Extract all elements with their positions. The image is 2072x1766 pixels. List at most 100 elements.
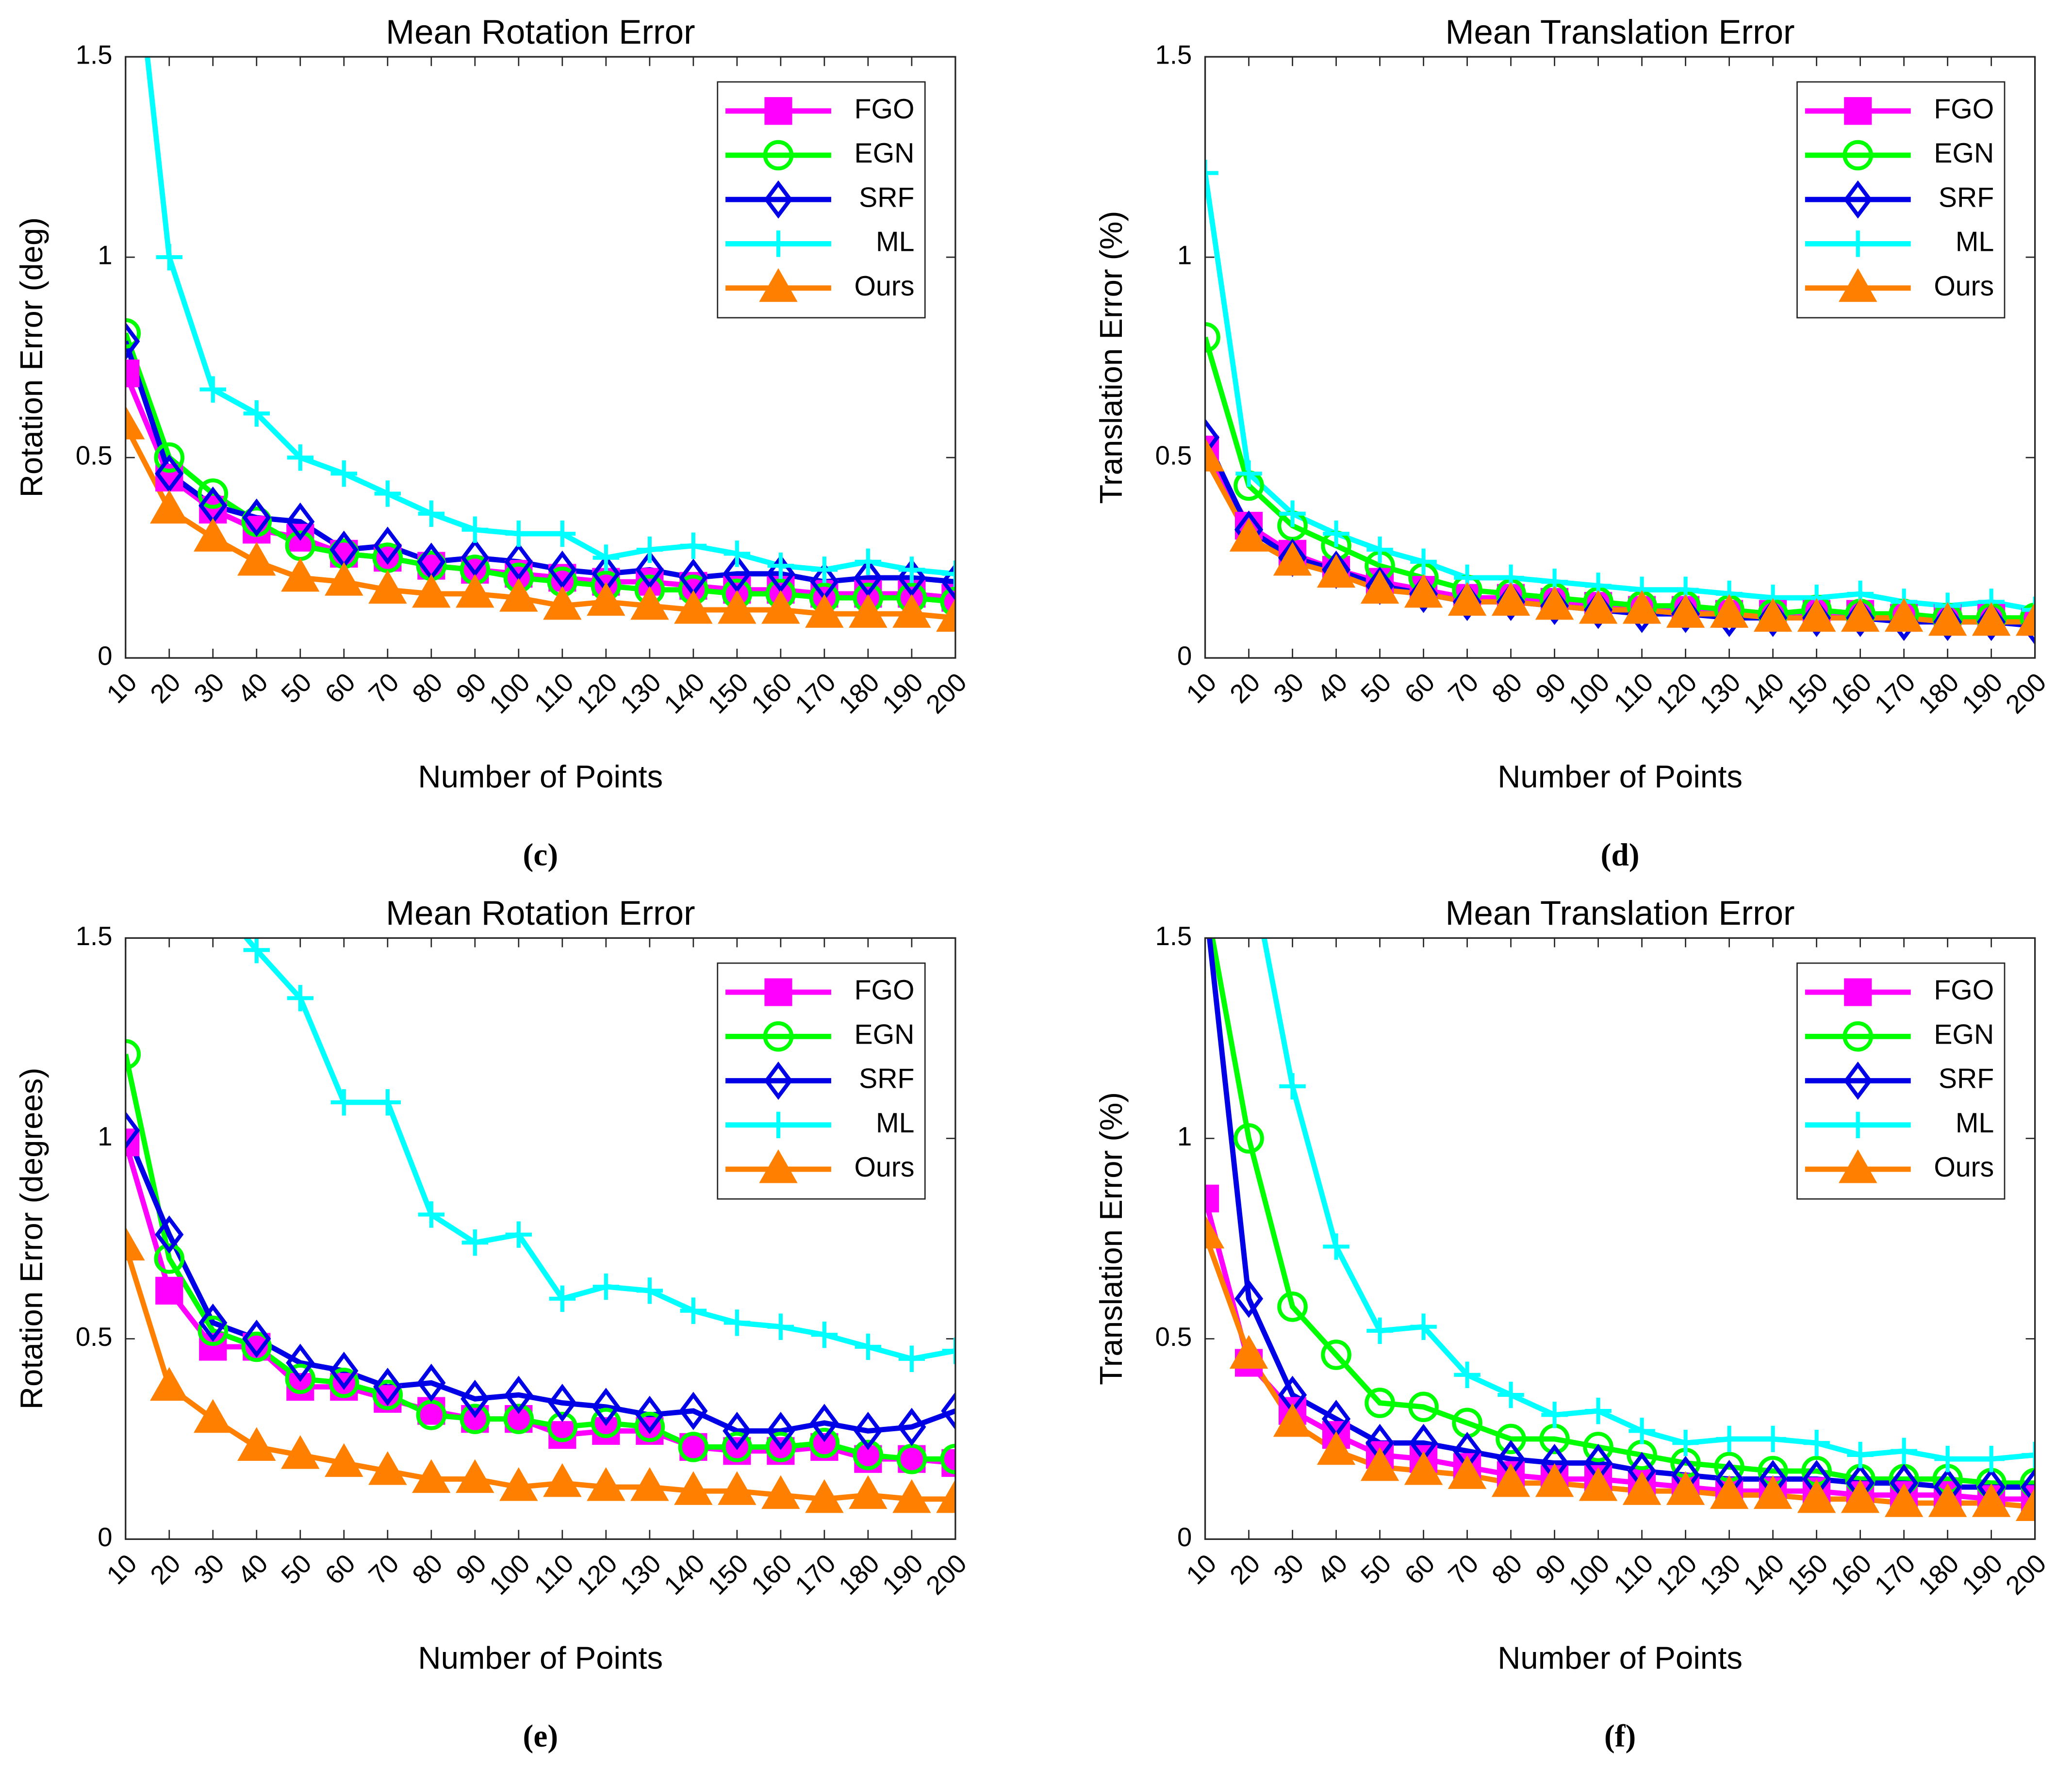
x-tick-label: 200	[921, 1549, 972, 1601]
marker	[372, 1379, 403, 1410]
marker	[125, 322, 140, 361]
x-tick-label: 10	[1181, 1549, 1222, 1590]
marker	[718, 590, 756, 624]
x-tick-label: 10	[101, 1549, 143, 1590]
marker	[587, 582, 625, 616]
marker	[1410, 1313, 1437, 1340]
plot	[1205, 938, 2035, 1521]
legend-label: FGO	[1934, 94, 1994, 125]
x-tick-label: 180	[833, 1549, 885, 1601]
x-tick-label: 180	[1912, 667, 1964, 719]
marker	[849, 1475, 888, 1509]
x-tick-label: 50	[276, 1549, 317, 1590]
marker	[374, 480, 401, 507]
marker	[1579, 1467, 1618, 1501]
marker	[723, 555, 752, 593]
x-tick-label: 60	[1399, 667, 1441, 709]
x-tick-label: 10	[1181, 667, 1222, 709]
marker	[759, 268, 798, 302]
legend: FGO EGN SRF ML Ours	[717, 962, 926, 1200]
marker	[767, 552, 794, 579]
marker	[849, 594, 888, 628]
marker	[942, 1337, 955, 1364]
marker	[1323, 1233, 1349, 1260]
marker	[1884, 1483, 1924, 1517]
marker	[764, 978, 792, 1006]
marker	[1541, 1402, 1568, 1428]
axes-box	[125, 937, 956, 1540]
marker	[764, 1062, 793, 1100]
marker	[941, 562, 955, 601]
marker	[2015, 1487, 2035, 1521]
x-tick-label: 110	[528, 667, 579, 718]
marker	[125, 1111, 140, 1150]
marker	[1365, 1388, 1395, 1418]
legend-label: SRF	[859, 1063, 914, 1095]
marker	[156, 244, 183, 271]
x-tick-label: 20	[145, 1549, 186, 1590]
marker	[287, 985, 314, 1012]
marker	[1229, 1335, 1268, 1369]
marker	[281, 558, 320, 592]
marker	[460, 539, 490, 577]
x-tick-label: 150	[1781, 1549, 1833, 1601]
marker	[1666, 594, 1705, 628]
marker	[1205, 1184, 1219, 1212]
y-tick-label: 1	[98, 240, 112, 270]
legend-label: ML	[1956, 1108, 1994, 1139]
legend-label: EGN	[855, 138, 915, 169]
marker	[1497, 1381, 1524, 1408]
x-tick-label: 60	[319, 1549, 361, 1590]
marker	[2020, 603, 2035, 633]
x-tick-label: 30	[1268, 667, 1310, 709]
marker	[679, 1391, 708, 1430]
marker	[767, 1313, 794, 1340]
marker	[1366, 536, 1393, 563]
y-axis-label: Translation Error (%)	[1093, 211, 1129, 504]
x-tick-label: 70	[363, 1549, 405, 1590]
marker	[811, 556, 838, 583]
marker	[1535, 586, 1574, 620]
marker	[897, 1407, 926, 1446]
x-tick-label: 180	[833, 667, 885, 719]
legend-label: ML	[876, 1108, 914, 1139]
x-tick-label: 120	[1650, 667, 1702, 719]
marker	[1316, 554, 1356, 588]
x-tick-label: 40	[232, 667, 274, 709]
x-tick-label: 110	[528, 1549, 579, 1600]
marker	[505, 1221, 532, 1248]
marker	[368, 1451, 407, 1485]
marker	[674, 590, 713, 624]
y-tick-label: 0	[98, 641, 112, 671]
x-tick-label: 50	[1355, 1549, 1397, 1590]
marker	[810, 1404, 839, 1442]
marker	[1583, 1432, 1613, 1462]
marker	[503, 1404, 534, 1434]
marker	[1716, 1425, 1743, 1453]
marker	[1205, 160, 1218, 186]
plot	[1205, 160, 2035, 645]
x-tick-label: 80	[1486, 1549, 1528, 1590]
marker	[1491, 1463, 1530, 1497]
axes-box	[125, 56, 956, 659]
marker	[505, 520, 532, 547]
marker	[1279, 1073, 1306, 1100]
marker	[1839, 1149, 1877, 1183]
marker	[194, 518, 232, 552]
x-tick-label: 30	[1268, 1549, 1310, 1590]
marker	[630, 1467, 669, 1501]
marker	[897, 558, 926, 597]
marker	[456, 574, 494, 608]
axes-box	[1204, 56, 2036, 659]
x-tick-label: 80	[407, 667, 448, 709]
marker	[242, 498, 271, 537]
marker	[636, 536, 663, 563]
marker	[543, 1463, 582, 1497]
x-tick-label: 60	[1399, 1549, 1441, 1590]
marker	[329, 1352, 359, 1390]
marker	[2020, 1468, 2035, 1499]
x-tick-label: 120	[571, 1549, 623, 1601]
marker	[898, 1345, 925, 1372]
marker	[591, 1407, 622, 1439]
y-tick-label: 0.5	[1155, 441, 1192, 470]
